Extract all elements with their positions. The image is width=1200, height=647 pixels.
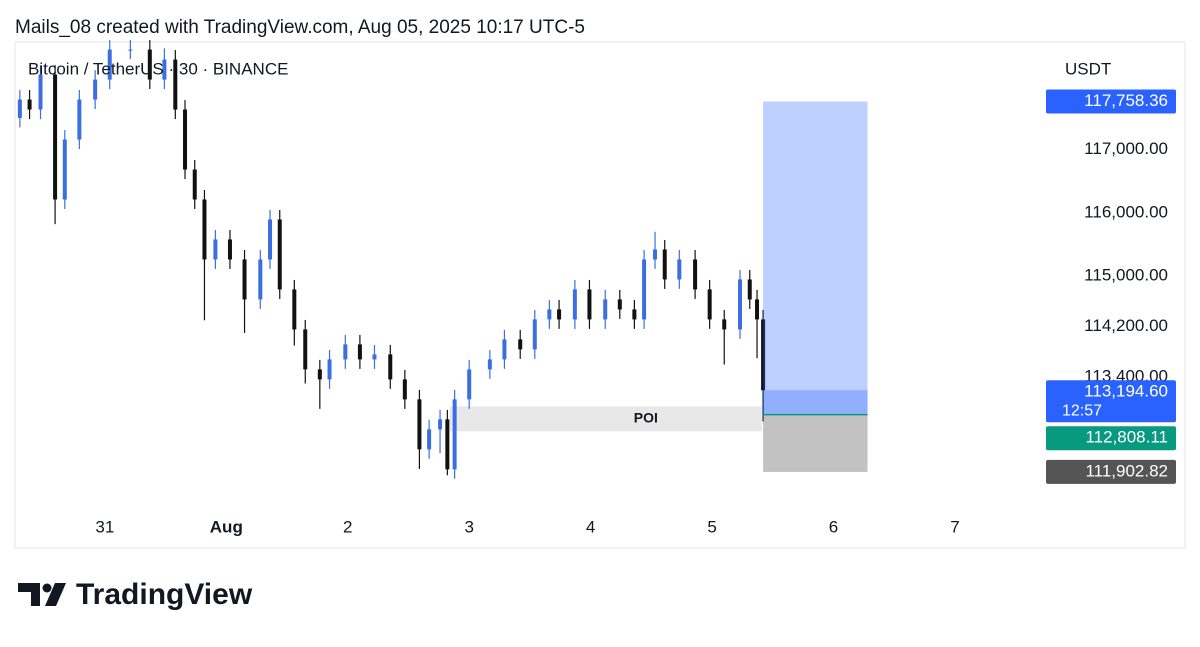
candle-body: [202, 199, 207, 260]
price-tag-label: 113,194.60: [1084, 382, 1168, 401]
candle-body: [487, 359, 492, 370]
candle-body: [292, 289, 297, 330]
candle-body: [93, 79, 98, 100]
candle-body: [343, 344, 348, 360]
axis-label-box: [1048, 50, 1178, 90]
candle-body: [213, 239, 218, 260]
candle-body: [677, 259, 682, 280]
candle-body: [227, 239, 232, 260]
x-tick-label: 4: [586, 517, 595, 536]
candle-body: [107, 49, 112, 80]
candle-body: [693, 259, 698, 290]
x-tick-label: 7: [950, 517, 959, 536]
poi-zone: [449, 406, 762, 432]
candle-body: [258, 259, 263, 300]
price-tag: [1046, 459, 1176, 484]
candle-body: [587, 289, 592, 320]
price-tag-label: 111,902.82: [1085, 461, 1168, 480]
candle-body: [147, 49, 152, 80]
logo-icon: [18, 583, 40, 606]
price-tag: [1046, 380, 1176, 423]
open-pnl-zone: [763, 390, 868, 415]
candle-body: [183, 109, 188, 170]
candle-body: [747, 279, 752, 300]
candle-body: [707, 289, 712, 320]
candle-body: [427, 429, 432, 450]
candle-body: [738, 279, 743, 330]
x-tick-label: 31: [95, 517, 114, 536]
candle-body: [17, 99, 22, 118]
candle-body: [632, 309, 637, 320]
countdown: 12:57: [1062, 402, 1102, 419]
logo-icon: [45, 583, 66, 606]
poi-label: POI: [634, 410, 658, 426]
chart-title: Bitcoin / TetherUS · 30 · BINANCE: [28, 59, 288, 78]
candle-body: [402, 379, 407, 400]
y-tick-label: 114,200.00: [1084, 316, 1168, 335]
target-zone: [763, 101, 868, 415]
y-tick-label: 115,000.00: [1084, 266, 1168, 285]
candle-body: [452, 399, 457, 470]
candle-body: [417, 399, 422, 450]
candle-body: [572, 289, 577, 320]
candle-body: [53, 74, 58, 200]
candle-body: [653, 249, 658, 260]
candle-body: [162, 59, 167, 80]
candle-body: [357, 344, 362, 360]
x-tick-label: 6: [829, 517, 838, 536]
candle-body: [438, 419, 443, 430]
candle-body: [502, 339, 507, 360]
x-tick-label: 5: [707, 517, 716, 536]
candle-body: [327, 359, 332, 380]
plot: POI: [17, 40, 868, 479]
header: Mails_08 created with TradingView.com, A…: [15, 17, 585, 38]
candle-body: [642, 259, 647, 320]
logo-icon: [42, 583, 52, 593]
candle-body: [317, 369, 322, 380]
candle-body: [303, 329, 308, 370]
price-tag: [1046, 89, 1176, 114]
candle-body: [27, 99, 32, 110]
candle-body: [467, 369, 472, 400]
candle-body: [173, 59, 178, 110]
x-tick-label: 2: [343, 517, 352, 536]
price-tag-label: 117,758.36: [1084, 91, 1168, 110]
candle-body: [277, 219, 282, 290]
candle-body: [388, 354, 393, 380]
candle-body: [617, 299, 622, 310]
candle-body: [722, 319, 727, 330]
y-tick-label: 116,000.00: [1084, 202, 1168, 221]
candle-body: [192, 169, 197, 200]
y-axis-label: USDT: [1065, 59, 1111, 78]
candle-body: [603, 299, 608, 320]
candle-body: [372, 354, 377, 360]
candle-body: [662, 249, 667, 280]
candle-body: [128, 49, 133, 51]
candle-body: [761, 319, 766, 391]
logo: [18, 583, 66, 606]
chart-frame: [14, 41, 1186, 549]
candle-body: [755, 299, 760, 320]
candle-body: [547, 309, 552, 320]
candle-body: [532, 319, 537, 350]
x-tick-label: 3: [464, 517, 473, 536]
candle-body: [518, 339, 523, 350]
y-tick-label: 117,000.00: [1084, 139, 1168, 158]
candle-body: [557, 309, 562, 320]
price-tag-label: 112,808.11: [1085, 428, 1168, 447]
candle-body: [268, 219, 273, 260]
candle-body: [38, 74, 43, 110]
candle-body: [62, 139, 67, 200]
candle-body: [242, 259, 247, 300]
stop-zone: [763, 414, 868, 472]
candle-body: [77, 99, 82, 140]
candle-body: [445, 419, 450, 470]
brand: TradingView: [76, 578, 253, 611]
x-tick-label: Aug: [210, 517, 243, 536]
price-tag: [1046, 426, 1176, 451]
